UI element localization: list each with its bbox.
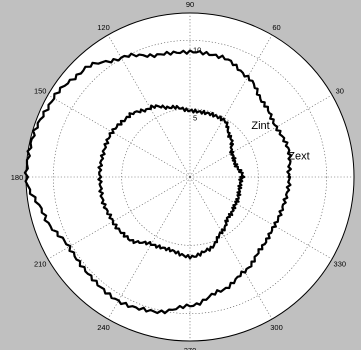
series-line-zint [97, 104, 246, 260]
angular-tick-label: 30 [336, 87, 344, 96]
angular-tick-label: 120 [97, 23, 110, 32]
annotations: Zint Zext [251, 120, 309, 163]
tick-labels: 0306090120150180210240270300330510 [11, 0, 361, 350]
angular-tick-label: 270 [184, 346, 197, 350]
angular-tick-label: 90 [186, 0, 194, 9]
angular-tick-label: 180 [11, 173, 24, 182]
angular-tick-label: 210 [34, 260, 47, 269]
angular-tick-label: 300 [270, 323, 283, 332]
angular-tick-label: 60 [272, 23, 280, 32]
series-group [23, 49, 293, 315]
radial-tick-label: 10 [193, 45, 201, 54]
series-line-zext [23, 49, 293, 315]
angular-tick-label: 330 [334, 260, 347, 269]
annotation-zext: Zext [288, 151, 309, 163]
polar-grid [26, 13, 354, 341]
angular-tick-label: 240 [97, 323, 110, 332]
radial-tick-label: 5 [193, 114, 197, 123]
radial-grid-circle [53, 40, 327, 314]
annotation-zint: Zint [251, 120, 269, 132]
angular-tick-label: 150 [34, 87, 47, 96]
